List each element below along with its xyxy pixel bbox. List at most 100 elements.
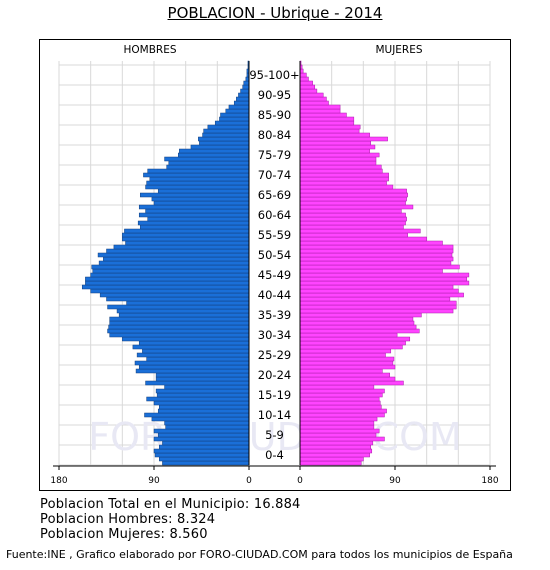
bar-female [299,72,307,78]
x-tick-label-male: 180 [50,476,67,486]
bar-female [299,332,398,338]
bar-female [299,84,316,90]
bar-male [138,204,250,210]
age-group-label: 85-90 [258,108,291,122]
bar-female [299,372,390,378]
bar-male [151,196,250,202]
bar-male [126,300,250,306]
bar-male [138,212,250,218]
x-tick-label-female: 90 [389,476,401,486]
bar-female [299,276,468,282]
bar-female [299,188,407,194]
bar-male [207,124,250,130]
bar-female [299,172,389,178]
bar-female [299,356,395,362]
x-tick-label-male: 0 [246,476,252,486]
bar-male [159,404,250,410]
bar-female [299,452,370,458]
bar-female [299,336,411,342]
bar-female [299,268,443,274]
age-group-label: 20-24 [258,368,291,382]
bar-female [299,364,396,370]
bar-female [299,88,318,94]
age-group-label: 40-44 [258,288,291,302]
bar-female [299,192,408,198]
bar-male [145,380,250,386]
bar-male [165,424,250,430]
age-group-label: 70-74 [258,168,291,182]
bar-female [299,376,396,382]
bar-male [85,276,250,282]
bar-male [190,144,250,150]
x-tick-label-female: 180 [481,476,498,486]
bar-male [138,364,250,370]
bar-female [299,200,406,206]
bar-female [299,312,422,318]
bar-female [299,156,377,162]
bar-male [147,168,250,174]
age-group-label: 55-59 [258,228,291,242]
bar-male [164,156,250,162]
chart-frame: FORO-CIUDAD.COM 0-4 5-9 10-14 15-19 20-24 25-2… [39,39,511,491]
total-population: Poblacion Total en el Municipio: 16.884 [40,497,301,512]
bar-female [299,244,454,250]
bar-male [157,432,250,438]
bar-female [299,196,407,202]
bar-male [85,280,250,286]
bar-male [125,240,250,246]
bar-female [299,204,414,210]
bar-female [299,256,454,262]
bar-male [109,320,250,326]
bar-female [299,272,470,278]
bar-female [299,296,451,302]
age-group-label: 60-64 [258,208,291,222]
bar-male [136,352,250,358]
bar-female [299,408,387,414]
bar-female [299,340,406,346]
bar-female [299,280,470,286]
bar-female [299,428,380,434]
bar-male [146,180,250,186]
bar-female [299,460,362,466]
bar-female [299,368,383,374]
bar-female [299,420,375,426]
bar-female [299,236,427,242]
bar-male [151,416,250,422]
bar-male [109,332,250,338]
age-group-label: 95-100+ [249,68,299,82]
age-group-label: 10-14 [258,408,291,422]
age-group-label: 50-54 [258,248,291,262]
bar-female [299,380,404,386]
bar-male [242,84,250,90]
bar-male [147,216,250,222]
bar-female [299,388,385,394]
bar-female [299,392,383,398]
bar-male [243,80,250,86]
bar-female [299,328,420,334]
bar-male [233,100,250,106]
age-group-label: 25-29 [258,348,291,362]
bar-male [164,384,250,390]
bar-male [202,132,250,138]
bar-female [299,220,406,226]
bar-female [299,304,457,310]
x-tick-label-female: 0 [297,476,303,486]
bar-female [299,352,386,358]
bar-female [299,284,454,290]
bar-female [299,180,387,186]
bar-male [153,448,250,454]
bar-male [144,412,250,418]
watermark: FORO-CIUDAD.COM [88,415,462,459]
bar-male [90,288,250,294]
bar-male [159,444,250,450]
bar-female [299,116,355,122]
bar-female [299,448,373,454]
bar-female [299,140,371,146]
bar-male [203,128,250,134]
bar-female [299,164,382,170]
age-group-label: 35-39 [258,308,291,322]
age-group-label: 30-34 [258,328,291,342]
bar-female [299,108,341,114]
bar-male [135,368,250,374]
bar-female [299,324,417,330]
